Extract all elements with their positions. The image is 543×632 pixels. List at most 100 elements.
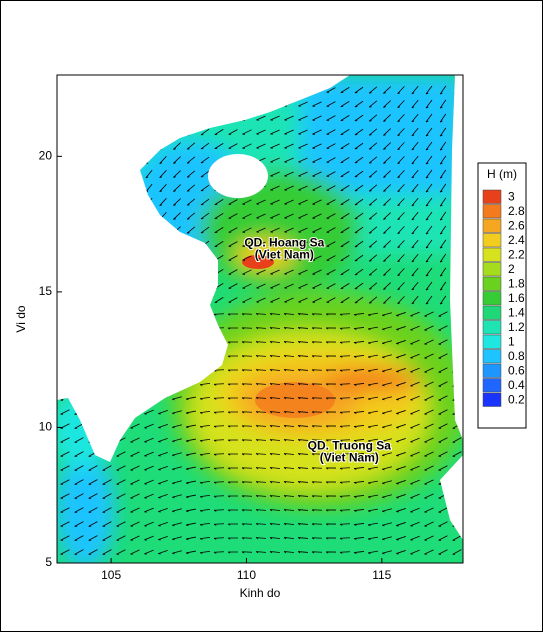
arrow: [325, 453, 337, 456]
arrow: [340, 213, 350, 220]
arrow: [297, 495, 309, 498]
arrow: [439, 183, 447, 193]
arrow: [326, 241, 336, 247]
arrow: [339, 355, 351, 358]
arrow: [102, 479, 112, 485]
arrow: [354, 282, 364, 290]
arrow: [241, 551, 253, 554]
arrow: [283, 551, 295, 554]
arrow: [397, 170, 405, 179]
arrow: [368, 170, 378, 178]
arrow: [186, 156, 196, 164]
arrow: [353, 453, 365, 456]
arrow: [368, 296, 378, 304]
arrow: [256, 269, 266, 275]
arrow: [227, 551, 239, 554]
arrow: [438, 395, 448, 401]
arrow: [241, 355, 253, 358]
arrow: [439, 155, 447, 165]
arrow: [411, 127, 419, 137]
arrow: [60, 437, 70, 443]
colorbar-swatch: [482, 262, 502, 277]
arrow: [340, 199, 350, 206]
arrow: [339, 383, 351, 386]
arrow: [410, 437, 420, 443]
arrow: [354, 128, 364, 136]
arrow: [438, 409, 448, 415]
arrow: [312, 171, 322, 177]
arrow: [185, 396, 196, 401]
arrow: [438, 339, 448, 345]
arrow: [173, 156, 181, 164]
arrow: [172, 550, 182, 555]
arrow: [438, 451, 448, 457]
arrow: [200, 156, 210, 164]
arrow: [424, 437, 434, 443]
arrow: [284, 255, 294, 261]
arrow: [438, 521, 448, 527]
arrow: [255, 467, 267, 470]
arrow: [269, 523, 281, 526]
arrow: [425, 239, 433, 249]
arrow: [397, 254, 405, 263]
colorbar-label: 2: [508, 262, 515, 276]
arrow: [424, 339, 434, 345]
arrow: [339, 495, 351, 498]
arrow: [397, 114, 405, 123]
colorbar-label: 2.2: [508, 247, 525, 261]
arrow: [144, 493, 154, 499]
arrow: [438, 311, 448, 317]
arrow: [116, 493, 126, 499]
arrow: [283, 383, 295, 386]
arrow: [60, 451, 70, 457]
arrow: [396, 550, 406, 555]
arrow: [297, 341, 309, 344]
arrow: [173, 198, 181, 206]
arrow: [228, 143, 238, 149]
arrow: [227, 523, 239, 526]
arrow: [255, 327, 267, 330]
arrow: [383, 184, 391, 192]
arrow: [353, 411, 365, 414]
arrow: [411, 239, 419, 249]
arrow: [396, 396, 406, 401]
arrow: [354, 156, 364, 164]
arrow: [172, 494, 182, 499]
arrow: [283, 425, 295, 428]
arrow: [297, 327, 309, 330]
colorbar-swatch: [482, 349, 502, 364]
arrow: [199, 551, 211, 554]
arrow: [269, 453, 281, 456]
arrow: [241, 411, 253, 414]
arrow: [213, 551, 225, 554]
arrow: [424, 521, 434, 527]
arrow: [297, 397, 309, 400]
arrow: [227, 509, 239, 512]
arrow: [425, 197, 433, 207]
arrow: [383, 114, 391, 122]
arrow: [116, 465, 126, 471]
arrow: [60, 465, 70, 471]
arrow: [353, 369, 365, 372]
arrow: [74, 465, 84, 471]
arrow: [411, 141, 419, 151]
arrow: [283, 453, 295, 456]
arrow: [270, 269, 280, 275]
arrow: [241, 425, 253, 428]
arrow: [270, 213, 280, 219]
arrow: [270, 255, 280, 261]
arrow: [438, 549, 448, 555]
arrow: [368, 212, 378, 220]
arrow: [312, 129, 322, 135]
arrow: [214, 199, 224, 206]
arrow: [74, 521, 84, 527]
borneo: [440, 455, 463, 540]
arrow: [312, 185, 322, 191]
arrow: [367, 494, 378, 499]
plot-border: [56, 74, 464, 564]
arrow: [173, 142, 181, 150]
arrow: [397, 296, 405, 305]
arrow: [311, 355, 323, 358]
arrow: [382, 382, 392, 387]
arrow: [172, 424, 182, 429]
